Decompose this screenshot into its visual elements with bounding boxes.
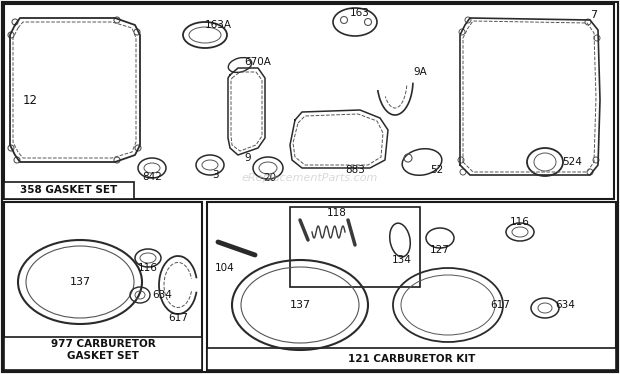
Bar [4, 182, 134, 199]
Text: 121 CARBURETOR KIT: 121 CARBURETOR KIT [348, 354, 476, 364]
Text: 977 CARBURETOR
GASKET SET: 977 CARBURETOR GASKET SET [51, 339, 156, 361]
Text: 116: 116 [138, 263, 158, 273]
Bar [4, 4, 614, 199]
Text: 104: 104 [215, 263, 235, 273]
Text: 9A: 9A [413, 67, 427, 77]
Text: 163: 163 [350, 8, 370, 18]
Text: 134: 134 [392, 255, 412, 265]
Text: 116: 116 [510, 217, 530, 227]
Text: 883: 883 [345, 165, 365, 175]
Bar [4, 202, 202, 370]
Text: 52: 52 [430, 165, 444, 175]
Text: 842: 842 [142, 172, 162, 182]
Text: 118: 118 [327, 208, 347, 218]
Text: 9: 9 [245, 153, 251, 163]
Text: 670A: 670A [244, 57, 272, 67]
Bar [4, 337, 202, 370]
Text: 137: 137 [69, 277, 91, 287]
Text: 137: 137 [290, 300, 311, 310]
Text: 20: 20 [264, 173, 277, 183]
Text: 617: 617 [490, 300, 510, 310]
Text: 617: 617 [168, 313, 188, 323]
Text: 634: 634 [152, 290, 172, 300]
Text: 12: 12 [22, 94, 37, 107]
Text: 163A: 163A [205, 20, 231, 30]
Text: 524: 524 [562, 157, 582, 167]
Text: 358 GASKET SET: 358 GASKET SET [20, 185, 118, 195]
Text: eReplacementParts.com: eReplacementParts.com [242, 173, 378, 183]
Text: 7: 7 [590, 10, 597, 20]
Text: 3: 3 [211, 170, 218, 180]
Text: 634: 634 [555, 300, 575, 310]
Bar [207, 202, 616, 370]
Bar [290, 207, 420, 287]
Bar [207, 348, 616, 370]
Text: 127: 127 [430, 245, 450, 255]
